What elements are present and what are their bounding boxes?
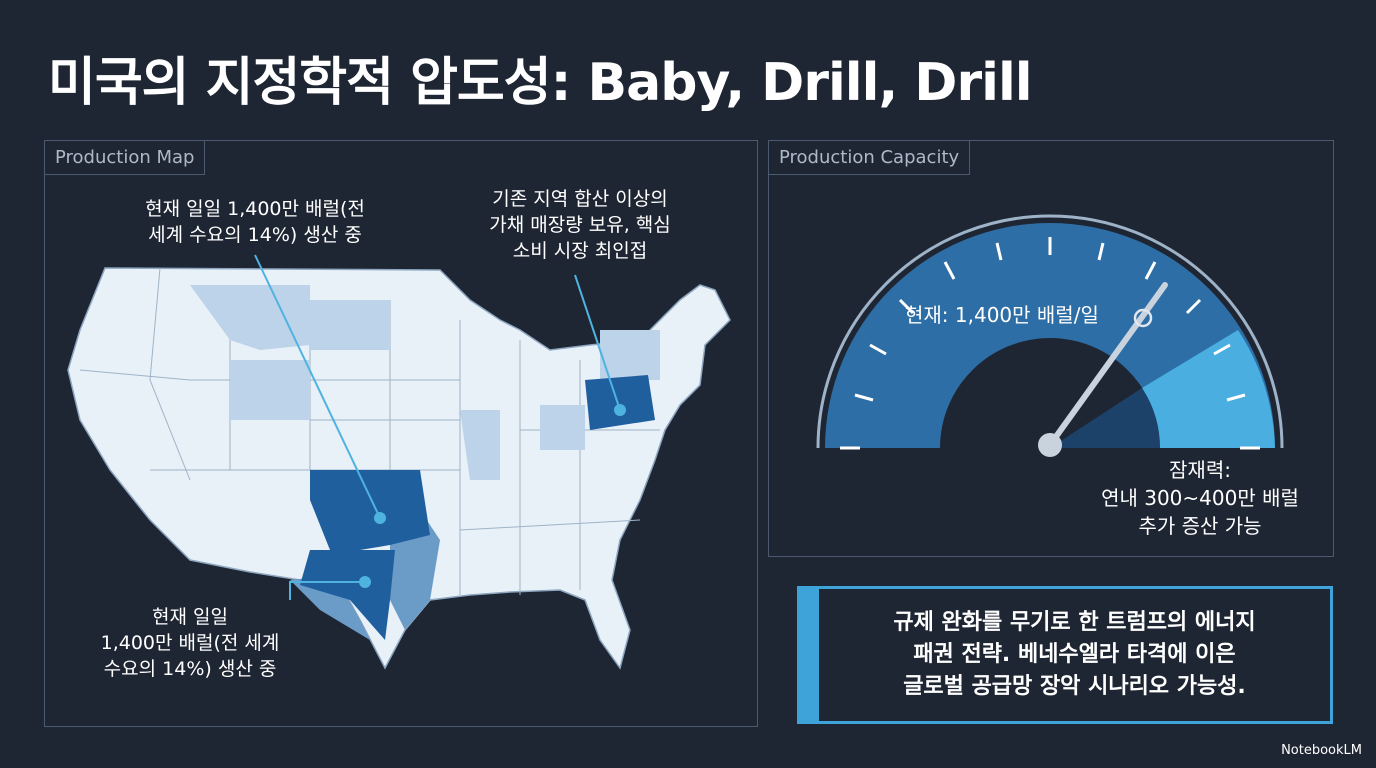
gauge-shade bbox=[1050, 388, 1160, 448]
region-dark bbox=[300, 375, 655, 640]
potential-line: 잠재력: bbox=[1169, 458, 1231, 482]
annotation-line: 세계 수요의 14%) 생산 중 bbox=[148, 224, 362, 246]
annotation-line: 소비 시장 최인접 bbox=[512, 240, 648, 262]
gauge-current: 현재: 1,400만 배럴/일 bbox=[905, 303, 1099, 327]
gauge-ticks bbox=[840, 237, 1260, 450]
annotation-line: 현재 일일 bbox=[152, 606, 228, 628]
potential-line: 추가 증산 가능 bbox=[1138, 514, 1262, 538]
gauge-potential bbox=[1142, 330, 1275, 448]
callout: 규제 완화를 무기로 한 트럼프의 에너지 패권 전략. 베네수엘라 타격에 이… bbox=[797, 586, 1333, 724]
annotation-line: 현재 일일 1,400만 배럴(전 bbox=[145, 198, 365, 220]
callout-text: 규제 완화를 무기로 한 트럼프의 에너지 패권 전략. 베네수엘라 타격에 이… bbox=[819, 589, 1330, 703]
gauge-marker bbox=[1133, 308, 1153, 328]
annotation: 현재 일일 1,400만 배럴(전 세계 수요의 14%) 생산 중 bbox=[100, 196, 410, 248]
region-light bbox=[190, 285, 660, 480]
gauge-hub bbox=[1038, 433, 1062, 457]
region-mid bbox=[290, 510, 440, 668]
potential-line: 연내 300~400만 배럴 bbox=[1101, 486, 1299, 510]
callout-line: 규제 완화를 무기로 한 트럼프의 에너지 bbox=[893, 610, 1256, 635]
map-panel bbox=[44, 140, 758, 727]
capacity-panel bbox=[768, 140, 1334, 557]
panel-label: Production Map bbox=[45, 141, 206, 175]
annotation: 기존 지역 합산 이상의 가채 매장량 보유, 핵심 소비 시장 최인접 bbox=[440, 186, 720, 264]
gauge-rim bbox=[816, 214, 1284, 449]
connectors bbox=[254, 254, 626, 600]
panel-label: Production Capacity bbox=[769, 141, 971, 175]
callout-line: 패권 전략. 베네수엘라 타격에 이은 bbox=[913, 642, 1236, 667]
annotation-line: 수요의 14%) 생산 중 bbox=[103, 658, 277, 680]
brand: NotebookLM bbox=[1281, 743, 1362, 758]
title: 미국의 지정학적 압도성: Baby, Drill, Drill bbox=[48, 53, 1033, 113]
annotation-line: 1,400만 배럴(전 세계 bbox=[100, 632, 280, 654]
gauge-potential-text: 잠재력: 연내 300~400만 배럴 추가 증산 가능 bbox=[1080, 456, 1320, 540]
callout-line: 글로벌 공급망 장악 시나리오 가능성. bbox=[903, 674, 1246, 699]
annotation: 현재 일일 1,400만 배럴(전 세계 수요의 14%) 생산 중 bbox=[60, 604, 320, 682]
annotation-line: 기존 지역 합산 이상의 bbox=[492, 188, 668, 210]
annotation-line: 가채 매장량 보유, 핵심 bbox=[489, 214, 671, 236]
